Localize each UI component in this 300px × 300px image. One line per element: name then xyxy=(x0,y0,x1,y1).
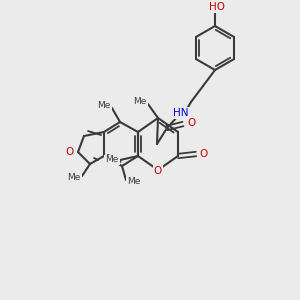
Text: O: O xyxy=(200,149,208,159)
Text: Me: Me xyxy=(97,101,111,110)
Text: Me: Me xyxy=(133,98,147,106)
Text: Me: Me xyxy=(67,173,81,182)
Text: HO: HO xyxy=(209,2,225,12)
Text: HN: HN xyxy=(173,108,189,118)
Text: O: O xyxy=(187,118,195,128)
Text: O: O xyxy=(66,147,74,157)
Text: Me: Me xyxy=(127,178,141,187)
Text: H: H xyxy=(218,2,224,11)
Text: Me: Me xyxy=(105,155,119,164)
Text: O: O xyxy=(154,166,162,176)
